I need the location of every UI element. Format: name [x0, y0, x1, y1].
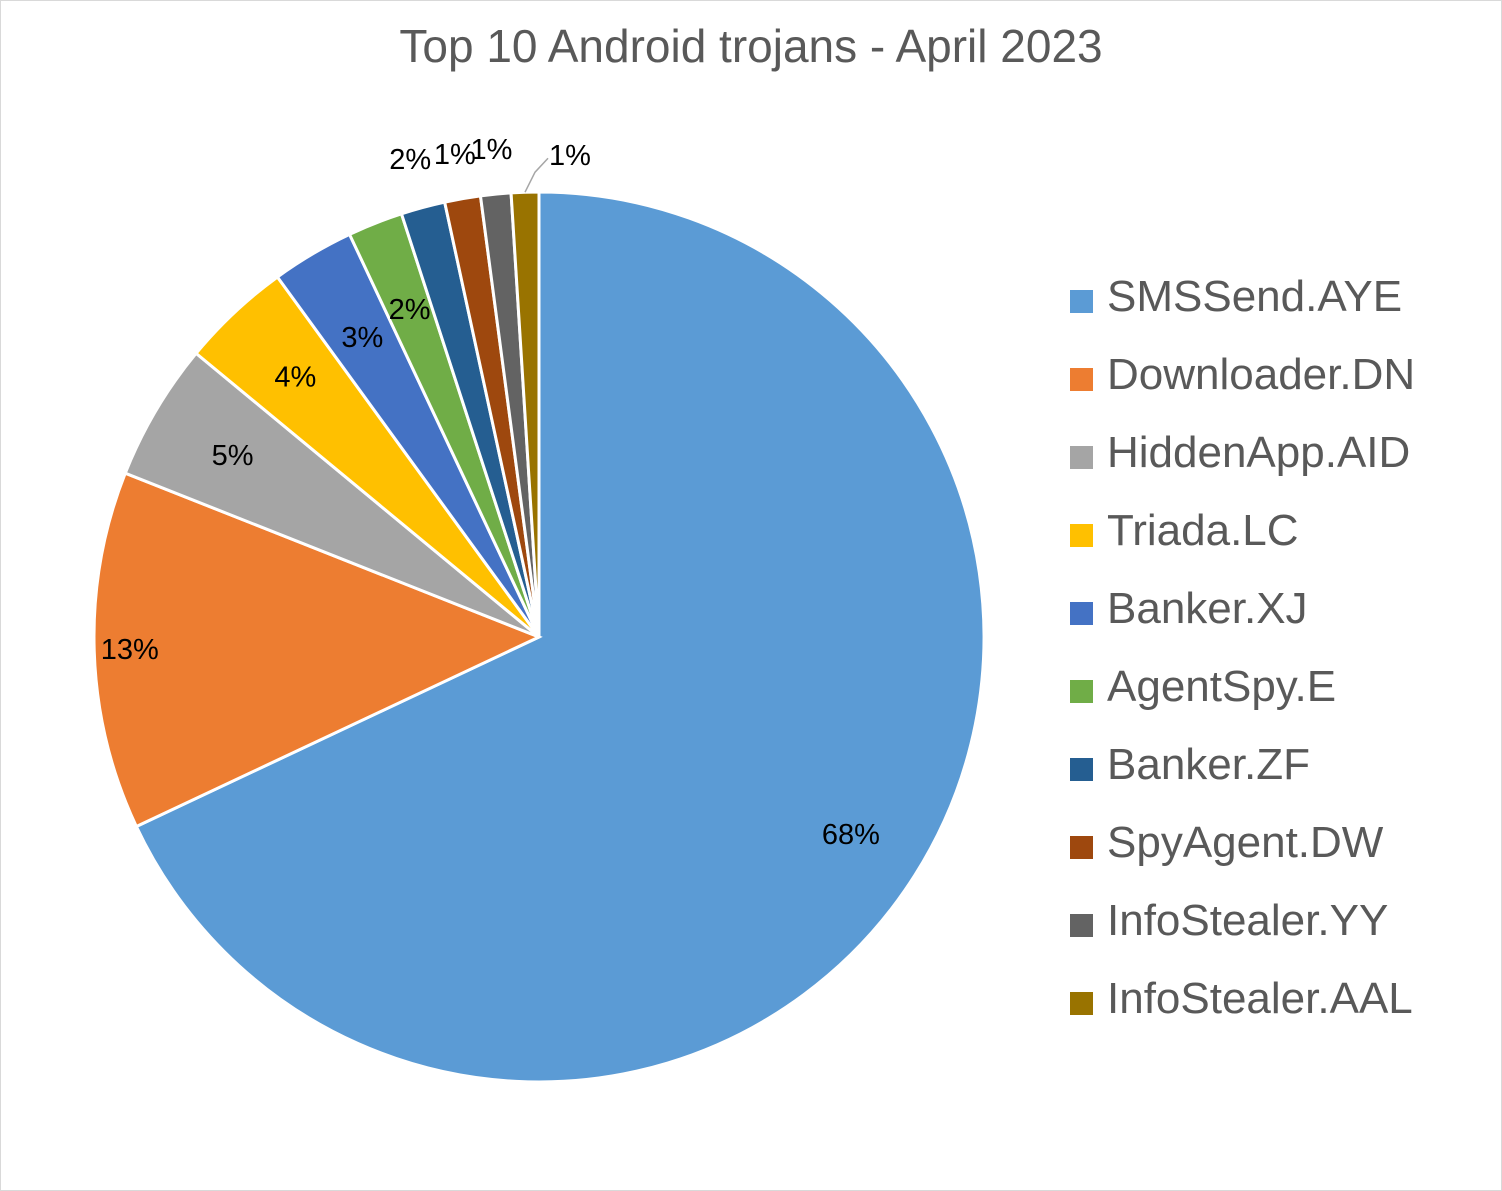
data-label: 4%	[274, 361, 316, 393]
legend-swatch	[1070, 602, 1093, 625]
legend-label: Banker.XJ	[1107, 584, 1308, 633]
legend-label: Banker.ZF	[1107, 740, 1310, 789]
legend-label: HiddenApp.AID	[1107, 428, 1411, 477]
legend-swatch	[1070, 836, 1093, 859]
legend-label: Downloader.DN	[1107, 350, 1416, 399]
legend-label: InfoStealer.AAL	[1107, 974, 1413, 1023]
data-label: 13%	[101, 634, 159, 666]
legend-swatch	[1070, 524, 1093, 547]
legend-swatch	[1070, 446, 1093, 469]
legend-swatch	[1070, 914, 1093, 937]
pie-slice-downloader-dn	[92, 471, 543, 829]
legend-label: InfoStealer.YY	[1107, 896, 1389, 945]
data-label: 1%	[470, 134, 512, 166]
data-label: 2%	[389, 144, 431, 176]
data-label: 1%	[434, 139, 476, 171]
chart-title: Top 10 Android trojans - April 2023	[399, 20, 1103, 72]
legend-swatch	[1070, 680, 1093, 703]
legend-label: Triada.LC	[1107, 506, 1299, 555]
legend-swatch	[1070, 290, 1093, 313]
legend-swatch	[1070, 758, 1093, 781]
pie-slice-infostealer-aal	[509, 190, 541, 638]
leader-line	[524, 157, 549, 193]
legend-label: SMSSend.AYE	[1107, 272, 1403, 321]
data-label: 2%	[389, 294, 431, 326]
data-label: 3%	[341, 322, 383, 354]
pie-slice-smssend-aye	[134, 190, 986, 1084]
data-label: 68%	[822, 819, 880, 851]
legend-label: SpyAgent.DW	[1107, 818, 1384, 867]
legend-label: AgentSpy.E	[1107, 662, 1337, 711]
data-label: 5%	[212, 440, 254, 472]
legend-swatch	[1070, 368, 1093, 391]
data-label: 1%	[549, 140, 591, 172]
legend-swatch	[1070, 992, 1093, 1015]
